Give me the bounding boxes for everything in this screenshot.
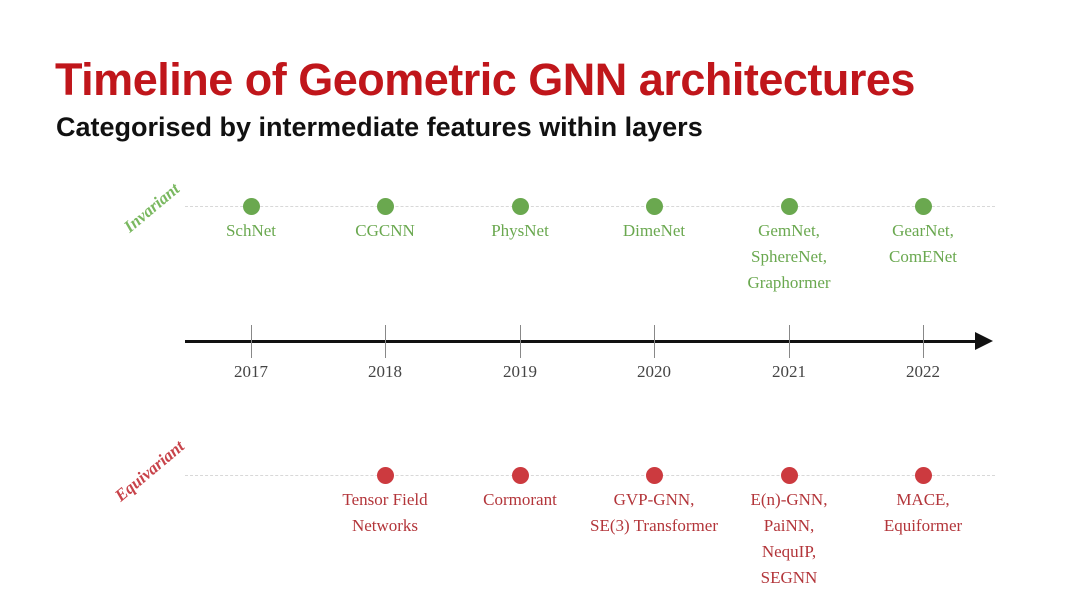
year-label: 2020 <box>637 362 671 381</box>
invariant-dot <box>242 197 260 215</box>
equivariant-dot <box>645 466 663 484</box>
invariant-track <box>185 206 995 207</box>
invariant-model-label: DimeNet <box>622 221 686 240</box>
equivariant-track <box>185 475 995 476</box>
invariant-dot <box>645 197 663 215</box>
year-label: 2019 <box>503 362 537 381</box>
year-label: 2017 <box>234 362 268 381</box>
invariant-model-label: GearNet, ComENet <box>889 221 957 266</box>
year-tick <box>654 325 655 358</box>
invariant-model-label: GemNet, SphereNet, Graphormer <box>747 221 831 292</box>
equivariant-dot <box>376 466 394 484</box>
equivariant-model-label: MACE, Equiformer <box>883 490 963 535</box>
timeline-axis <box>185 340 980 343</box>
equivariant-model-label: E(n)-GNN, PaiNN, NequIP, SEGNN <box>750 490 828 587</box>
equivariant-category-label: Equivariant <box>111 436 188 506</box>
invariant-dot <box>511 197 529 215</box>
year-tick <box>789 325 790 358</box>
year-tick <box>251 325 252 358</box>
arrow-head-icon <box>975 332 993 350</box>
invariant-dot <box>914 197 932 215</box>
invariant-dot <box>376 197 394 215</box>
equivariant-model-label: Cormorant <box>483 490 557 509</box>
year-tick <box>520 325 521 358</box>
year-label: 2022 <box>906 362 940 381</box>
invariant-model-label: SchNet <box>225 221 277 240</box>
invariant-model-label: CGCNN <box>355 221 415 240</box>
equivariant-model-label: Tensor Field Networks <box>342 490 428 535</box>
equivariant-model-label: GVP-GNN, SE(3) Transformer <box>590 490 718 535</box>
slide-subtitle: Categorised by intermediate features wit… <box>56 112 703 142</box>
invariant-model-label: PhysNet <box>491 221 549 240</box>
invariant-dot <box>780 197 798 215</box>
year-tick <box>923 325 924 358</box>
equivariant-dot <box>914 466 932 484</box>
slide-title: Timeline of Geometric GNN architectures <box>55 54 915 105</box>
year-label: 2021 <box>772 362 806 381</box>
year-tick <box>385 325 386 358</box>
year-label: 2018 <box>368 362 402 381</box>
equivariant-dot <box>511 466 529 484</box>
equivariant-dot <box>780 466 798 484</box>
